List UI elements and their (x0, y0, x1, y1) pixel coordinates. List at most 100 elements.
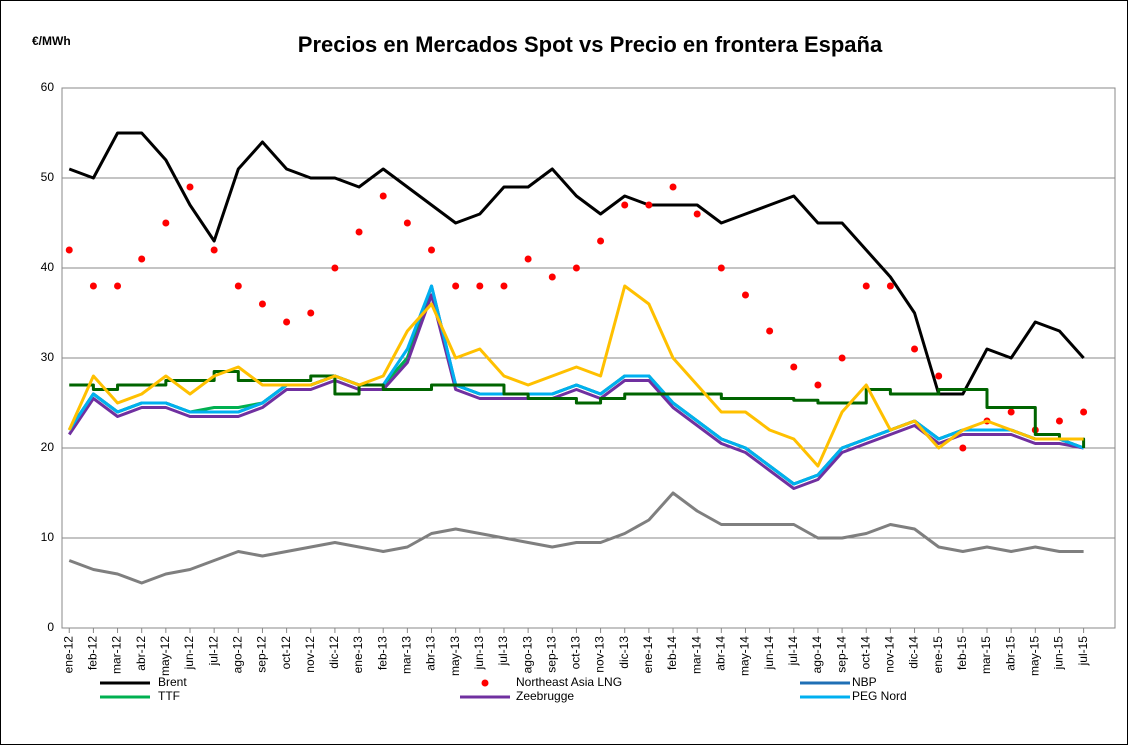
data-point (379, 192, 387, 200)
data-point (403, 219, 411, 227)
x-tick-label: dic-12 (327, 636, 341, 669)
data-point (935, 372, 943, 380)
legend-label: Northeast Asia LNG (516, 675, 622, 689)
data-point (234, 282, 242, 290)
data-line (67, 284, 1084, 468)
legend-label: TTF (158, 689, 180, 703)
data-point (717, 264, 725, 272)
x-tick-label: sep-13 (544, 636, 558, 673)
y-tick-label: 30 (41, 350, 55, 364)
data-point (597, 237, 605, 245)
data-point (258, 300, 266, 308)
data-point (886, 282, 894, 290)
x-tick-label: nov-14 (883, 636, 897, 673)
x-tick-label: ago-14 (810, 636, 824, 674)
data-point (959, 444, 967, 452)
x-tick-label: ago-13 (520, 636, 534, 674)
legend-label: Zeebrugge (516, 689, 574, 703)
x-tick-label: feb-14 (665, 636, 679, 670)
legend-swatch (481, 679, 489, 687)
x-tick-label: may-14 (738, 636, 752, 676)
chart-title: Precios en Mercados Spot vs Precio en fr… (298, 32, 883, 57)
y-tick-label: 60 (41, 80, 55, 94)
data-point (114, 282, 122, 290)
x-tick-label: oct-14 (858, 636, 872, 670)
data-point (89, 282, 97, 290)
x-tick-label: abr-12 (134, 636, 148, 671)
x-tick-label: ago-12 (230, 636, 244, 674)
x-tick-label: feb-12 (86, 636, 100, 670)
data-point (138, 255, 146, 263)
data-line (68, 131, 1085, 396)
x-tick-label: sep-12 (255, 636, 269, 673)
x-tick-label: sep-14 (834, 636, 848, 673)
data-point (283, 318, 291, 326)
x-tick-label: abr-14 (714, 636, 728, 671)
x-tick-label: feb-13 (375, 636, 389, 670)
x-tick-label: nov-13 (593, 636, 607, 673)
data-point (428, 246, 436, 254)
data-point (65, 246, 73, 254)
y-tick-label: 40 (41, 260, 55, 274)
x-tick-label: may-12 (158, 636, 172, 676)
x-tick-label: jun-13 (472, 636, 486, 671)
y-tick-label: 20 (41, 440, 55, 454)
data-point (669, 183, 677, 191)
data-line (69, 370, 1086, 448)
x-tick-label: abr-15 (1003, 636, 1017, 671)
data-point (572, 264, 580, 272)
x-tick-label: may-13 (448, 636, 462, 676)
x-tick-label: may-15 (1027, 636, 1041, 676)
x-tick-label: ene-14 (641, 636, 655, 674)
data-point (645, 201, 653, 209)
data-point (500, 282, 508, 290)
data-point (162, 219, 170, 227)
data-point (1007, 408, 1015, 416)
data-point (452, 282, 460, 290)
x-tick-label: mar-13 (400, 636, 414, 674)
x-tick-label: oct-12 (279, 636, 293, 670)
x-tick-label: dic-13 (617, 636, 631, 669)
x-tick-label: nov-12 (303, 636, 317, 673)
data-point (1080, 408, 1088, 416)
y-tick-label: 0 (47, 620, 54, 634)
x-tick-label: jul-13 (496, 636, 510, 667)
x-tick-label: feb-15 (955, 636, 969, 670)
data-point (790, 363, 798, 371)
data-point (548, 273, 556, 281)
data-point (186, 183, 194, 191)
data-point (210, 246, 218, 254)
data-point (331, 264, 339, 272)
plot-area-border (61, 87, 1116, 629)
data-point (1055, 417, 1063, 425)
data-point (838, 354, 846, 362)
y-tick-label: 10 (41, 530, 55, 544)
x-tick-label: jun-14 (762, 636, 776, 671)
data-point (476, 282, 484, 290)
y-axis-unit: €/MWh (32, 34, 71, 48)
x-tick-label: ene-13 (351, 636, 365, 674)
data-point (814, 381, 822, 389)
x-tick-label: jul-12 (206, 636, 220, 667)
data-point (911, 345, 919, 353)
data-point (862, 282, 870, 290)
data-point (741, 291, 749, 299)
legend-label: NBP (852, 675, 877, 689)
data-point (524, 255, 532, 263)
x-tick-label: mar-12 (110, 636, 124, 674)
data-point (621, 201, 629, 209)
legend-label: PEG Nord (852, 689, 907, 703)
x-tick-label: mar-15 (979, 636, 993, 674)
data-point (355, 228, 363, 236)
x-tick-label: jul-14 (786, 636, 800, 667)
x-tick-label: dic-14 (907, 636, 921, 669)
x-tick-label: ene-12 (61, 636, 75, 674)
x-tick-label: jun-15 (1052, 636, 1066, 671)
data-line (68, 491, 1084, 585)
x-tick-label: ene-15 (931, 636, 945, 674)
y-tick-label: 50 (41, 170, 55, 184)
x-tick-label: jul-15 (1076, 636, 1090, 667)
data-point (766, 327, 774, 335)
data-point (693, 210, 701, 218)
